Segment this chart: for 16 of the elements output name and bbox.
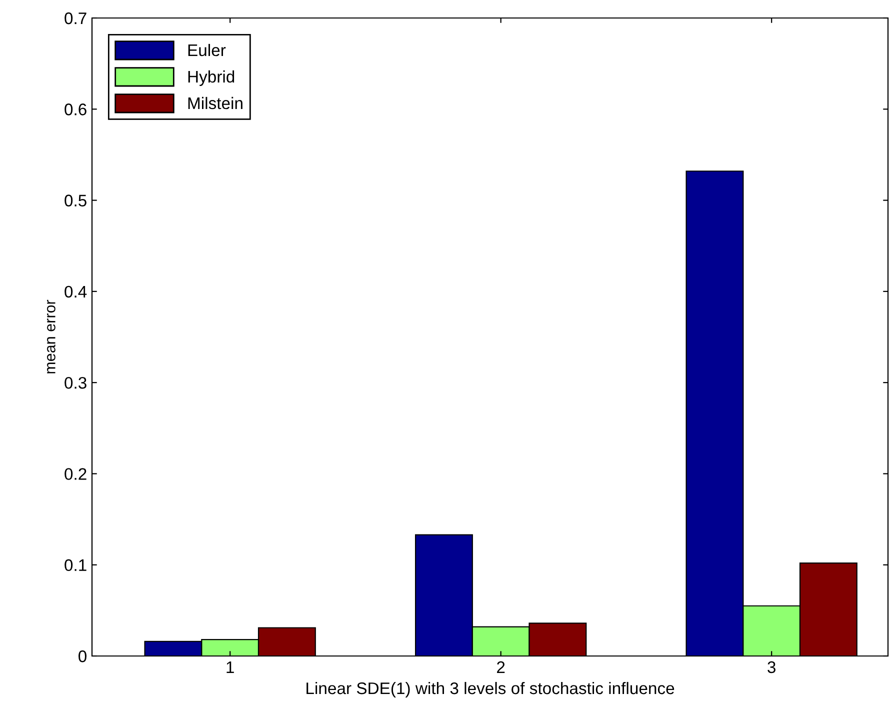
legend-label: Milstein (188, 96, 242, 110)
y-tick-label: 0.7 (64, 12, 86, 24)
y-tick-label: 0.5 (64, 194, 86, 206)
x-tick-label: 3 (768, 661, 776, 674)
legend-label: Euler (188, 44, 226, 56)
y-tick-label: 0.4 (64, 286, 87, 298)
x-axis-title: Linear SDE(1) with 3 levels of stochastic influence (306, 682, 674, 698)
y-axis-title: mean error (47, 300, 56, 374)
y-tick-label: 0.2 (64, 468, 86, 480)
legend-label: Hybrid (188, 70, 234, 86)
y-tick-label: 0.1 (64, 559, 86, 572)
x-tick-label: 1 (226, 661, 234, 673)
y-tick-label: 0.3 (64, 376, 86, 389)
x-tick-label: 2 (497, 661, 505, 673)
y-tick-label: 0 (78, 650, 86, 662)
y-tick-label: 0.6 (64, 104, 86, 116)
